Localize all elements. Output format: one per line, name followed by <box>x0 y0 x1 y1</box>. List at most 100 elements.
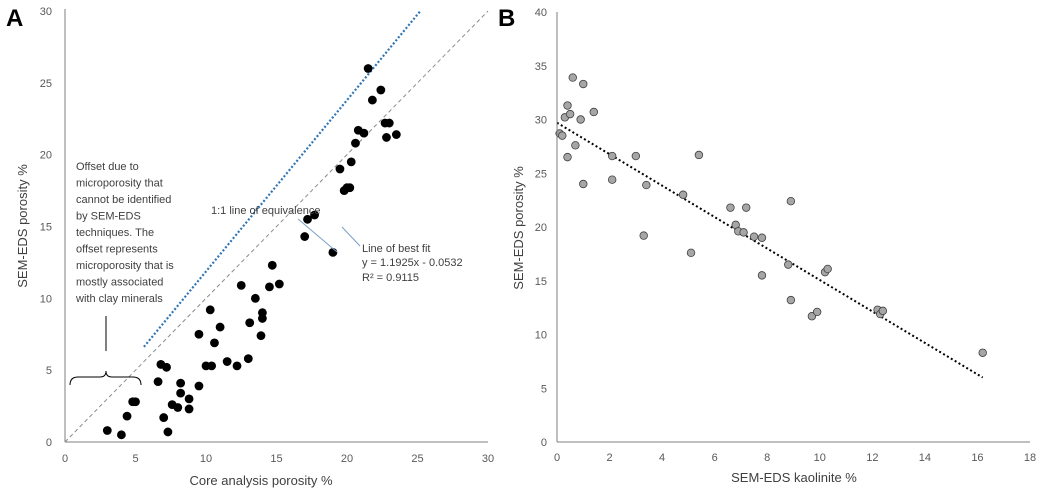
data-point <box>812 307 822 317</box>
data-point <box>757 233 767 242</box>
data-point <box>163 427 173 437</box>
x-tick-label: 30 <box>482 453 494 465</box>
data-point <box>607 175 617 184</box>
offset-note-line: offset represents <box>76 244 158 256</box>
data-point <box>303 214 312 224</box>
panel-a-label: A <box>6 5 23 32</box>
panel-b: B 0 2 4 6 8 10 12 14 16 18 0 5 10 15 20 25 30 35 40 SEM-E… <box>498 5 1036 485</box>
data-point <box>131 397 140 407</box>
x-tick-label: 10 <box>200 453 212 465</box>
x-tick-label: 25 <box>411 453 423 465</box>
data-point <box>694 150 704 160</box>
panel-b-x-ticks: 0 2 4 6 8 10 12 14 16 18 <box>554 452 1036 464</box>
data-point <box>742 203 751 212</box>
data-point <box>568 73 577 82</box>
y-tick-label: 20 <box>40 150 52 162</box>
fit-equation: y = 1.1925x - 0.0532 <box>362 257 463 269</box>
data-point <box>726 203 735 212</box>
data-point <box>639 231 648 240</box>
x-tick-label: 15 <box>270 453 282 465</box>
x-tick-label: 0 <box>554 452 560 464</box>
data-point <box>391 130 401 139</box>
data-point <box>258 308 267 318</box>
panel-b-y-label: SEM-EDS porosity % <box>511 166 526 290</box>
offset-note-line: cannot be identified <box>76 194 171 206</box>
offset-note-line: with clay minerals <box>75 293 163 305</box>
data-point <box>162 362 171 372</box>
panel-a: A 0 5 10 15 20 25 30 0 5 10 15 20 25 30 Core analysi… <box>6 5 494 488</box>
data-point <box>159 413 169 422</box>
data-point <box>558 131 567 140</box>
y-tick-label: 15 <box>535 276 547 288</box>
offset-bracket <box>69 370 142 386</box>
data-point <box>351 138 360 148</box>
data-point <box>194 381 204 391</box>
data-point <box>563 101 572 110</box>
data-point <box>222 357 232 366</box>
data-point <box>153 377 163 387</box>
x-tick-label: 5 <box>132 453 138 465</box>
data-point <box>384 118 394 128</box>
x-tick-label: 18 <box>1024 452 1036 464</box>
data-point <box>642 180 651 190</box>
data-point <box>173 403 183 412</box>
offset-note-line: Offset due to <box>76 161 139 173</box>
offset-note: Offset due to microporosity that cannot be… <box>75 161 174 305</box>
data-point <box>786 295 796 305</box>
equivalence-line <box>64 10 489 443</box>
data-point <box>376 85 386 95</box>
y-tick-label: 25 <box>40 78 52 90</box>
data-point <box>194 329 204 339</box>
offset-note-line: by SEM-EDS <box>76 211 141 223</box>
data-point <box>176 388 186 398</box>
y-tick-label: 30 <box>535 115 547 127</box>
y-tick-label: 25 <box>535 168 547 180</box>
data-point <box>359 128 369 138</box>
data-point <box>335 164 345 174</box>
y-tick-label: 40 <box>535 7 547 19</box>
data-point <box>210 338 219 348</box>
panel-a-x-label: Core analysis porosity % <box>189 473 332 488</box>
y-tick-label: 10 <box>40 293 52 305</box>
data-point <box>367 95 377 105</box>
data-point <box>579 79 588 89</box>
data-point <box>243 354 253 364</box>
panel-a-y-label: SEM-EDS porosity % <box>15 164 30 288</box>
data-point <box>256 331 266 341</box>
x-tick-label: 0 <box>62 453 68 465</box>
data-point <box>117 430 126 440</box>
data-point <box>236 281 246 290</box>
panel-b-label: B <box>498 5 515 32</box>
equivalence-pointer <box>297 218 338 253</box>
fit-r2: R² = 0.9115 <box>362 272 419 284</box>
data-point <box>678 190 688 199</box>
data-point <box>757 271 767 280</box>
data-point <box>686 248 696 257</box>
data-point <box>184 404 194 414</box>
data-point <box>215 322 225 332</box>
data-point <box>328 247 338 257</box>
offset-note-line: mostly associated <box>76 277 163 289</box>
x-tick-label: 14 <box>919 452 931 464</box>
panel-b-x-label: SEM-EDS kaolinite % <box>731 470 857 485</box>
y-tick-label: 5 <box>46 365 52 377</box>
data-point <box>565 109 575 119</box>
data-point <box>245 318 255 328</box>
fit-label: Line of best fit <box>362 243 431 255</box>
data-point <box>786 196 796 206</box>
y-tick-label: 10 <box>535 330 547 342</box>
data-point <box>363 64 373 73</box>
y-tick-label: 0 <box>46 437 52 449</box>
data-point <box>878 306 888 316</box>
data-point <box>207 361 217 371</box>
data-point <box>310 210 319 220</box>
y-tick-label: 20 <box>535 222 547 234</box>
data-point <box>205 305 215 315</box>
x-tick-label: 8 <box>764 452 770 464</box>
data-point <box>265 282 274 292</box>
data-point <box>382 133 391 142</box>
data-point <box>784 260 793 269</box>
data-point <box>631 151 641 161</box>
y-tick-label: 35 <box>535 61 547 73</box>
data-point <box>589 107 598 117</box>
